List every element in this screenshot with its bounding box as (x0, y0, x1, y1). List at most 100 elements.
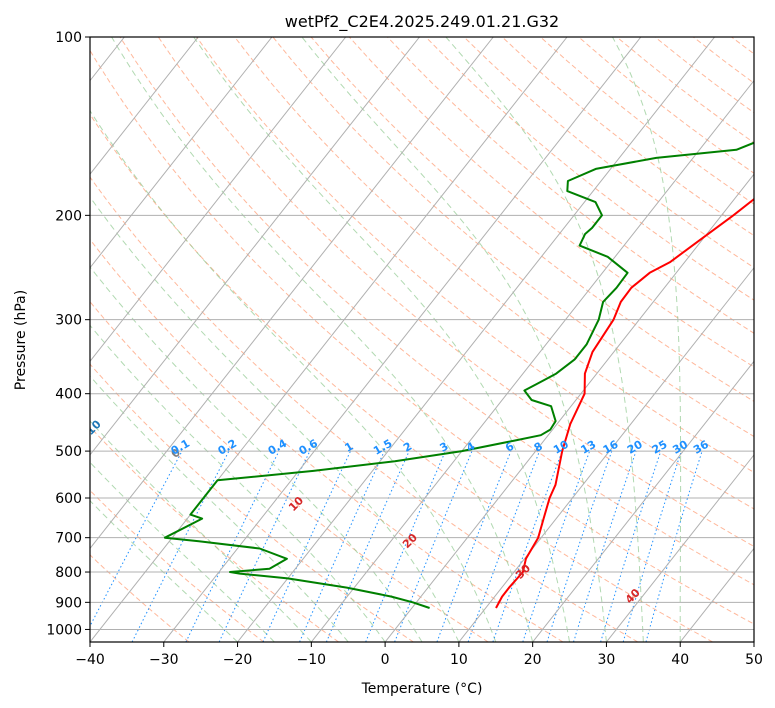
y-tick-label: 100 (55, 30, 82, 46)
dry-adiabat-label: -20 (0, 388, 20, 411)
dry-adiabat (501, 37, 754, 237)
moist-adiabat (90, 461, 275, 642)
x-tick-label: −20 (223, 652, 253, 668)
dry-adiabat (425, 37, 754, 301)
isotherm (90, 37, 494, 550)
y-tick-label: 800 (55, 565, 82, 581)
dry-adiabat (90, 238, 564, 642)
x-tick-label: 20 (524, 652, 542, 668)
dry-adiabat-label: 20 (400, 531, 420, 551)
mixing-ratio-line (436, 450, 512, 642)
x-tick-label: 50 (745, 652, 763, 668)
x-tick-label: 40 (671, 652, 689, 668)
y-tick-label: 600 (55, 491, 82, 507)
moist-adiabat (90, 499, 238, 642)
mixing-ratio-label: 0.4 (266, 437, 290, 458)
dry-adiabat (157, 37, 754, 548)
dry-adiabat (90, 426, 339, 642)
dry-adiabat (90, 554, 190, 642)
mixing-ratio-line (325, 450, 410, 642)
mixing-ratio-label: 25 (650, 438, 670, 457)
x-axis-label: Temperature (°C) (361, 681, 483, 697)
isotherm (90, 37, 568, 642)
x-tick-label: −30 (149, 652, 179, 668)
dry-adiabat (90, 300, 489, 642)
mixing-ratio-line (299, 450, 385, 642)
mixing-ratio-line (90, 450, 183, 628)
moist-adiabat (90, 109, 497, 642)
isotherm (90, 37, 420, 456)
isotherm (90, 37, 199, 175)
mixing-ratio-line (600, 450, 662, 642)
temperature-line (495, 197, 754, 609)
x-tick-label: 0 (381, 652, 390, 668)
chart-title: wetPf2_C2E4.2025.249.01.21.G32 (285, 12, 559, 32)
y-tick-label: 500 (55, 444, 82, 460)
isotherm (90, 37, 347, 363)
mixing-ratio-line (185, 450, 280, 642)
mixing-ratio-line (622, 450, 682, 642)
mixing-ratio-label: 1 (342, 440, 355, 455)
plot-frame (89, 36, 755, 643)
isotherm (90, 37, 273, 269)
dry-adiabat (692, 37, 754, 84)
mixing-ratio-line (467, 450, 540, 642)
y-tick-label: 1000 (46, 622, 82, 638)
moist-adiabat (90, 375, 349, 642)
mixing-ratio-label: 36 (691, 438, 711, 457)
dry-adiabat (310, 37, 754, 402)
line-labels: -100-90-80-70-60-50-40-30-20-10010203040… (0, 388, 711, 606)
x-tick-label: 30 (598, 652, 616, 668)
moist-adiabats (90, 37, 682, 642)
mixing-ratio-label: 0.6 (297, 437, 321, 458)
mixing-ratio-line (573, 450, 637, 642)
y-tick-label: 700 (55, 531, 82, 547)
mixing-ratio-label: 4 (464, 440, 477, 455)
moist-adiabat (193, 37, 571, 642)
dry-adiabat (90, 113, 713, 642)
y-tick-label: 400 (55, 387, 82, 403)
mixing-ratio-label: 10 (551, 438, 571, 457)
dry-adiabat (90, 489, 265, 642)
dry-adiabat (234, 37, 754, 473)
moist-adiabat (90, 420, 312, 642)
dewpoint-line (163, 141, 754, 609)
moist-adiabat (445, 37, 644, 642)
isotherm (458, 266, 754, 642)
dry-adiabat-label: 40 (623, 586, 643, 606)
sounding-series (163, 141, 754, 609)
dry-adiabat (771, 10, 775, 642)
mixing-ratio-line (262, 450, 351, 642)
isotherm (384, 173, 754, 642)
mixing-ratio-label: 30 (670, 438, 690, 457)
mixing-ratio-label: 20 (625, 438, 645, 457)
moist-adiabat (612, 37, 682, 642)
dry-adiabat (386, 37, 754, 334)
plot-area: -100-90-80-70-60-50-40-30-20-10010203040… (0, 10, 775, 642)
isobar-gridlines (90, 37, 754, 630)
y-axis: 100 200 300 400 500 600 700 800 900 1000 (46, 30, 90, 638)
isotherm (163, 37, 642, 642)
moist-adiabat (301, 37, 607, 642)
x-tick-label: −10 (297, 652, 327, 668)
moist-adiabat (90, 324, 386, 642)
mixing-ratio-line (645, 450, 703, 642)
isotherm (753, 641, 754, 642)
mixing-ratio-line (546, 450, 613, 642)
dry-adiabats (90, 10, 775, 642)
mixing-ratio-label: 0.2 (216, 437, 239, 458)
dry-adiabat (654, 37, 754, 114)
isotherm (237, 37, 716, 642)
x-axis: −40 −30 −20 −10 0 10 20 30 40 50 (75, 642, 763, 668)
mixing-ratio-line (522, 450, 591, 642)
dry-adiabat (90, 176, 639, 642)
dry-adiabat (90, 49, 754, 625)
isotherms (90, 37, 754, 642)
isotherm (679, 547, 754, 642)
mixing-ratio-label: 1.5 (371, 437, 394, 458)
isotherm (606, 454, 754, 642)
mixing-ratio-label: 2 (401, 440, 414, 455)
y-tick-label: 200 (55, 208, 82, 224)
x-tick-label: −40 (75, 652, 105, 668)
